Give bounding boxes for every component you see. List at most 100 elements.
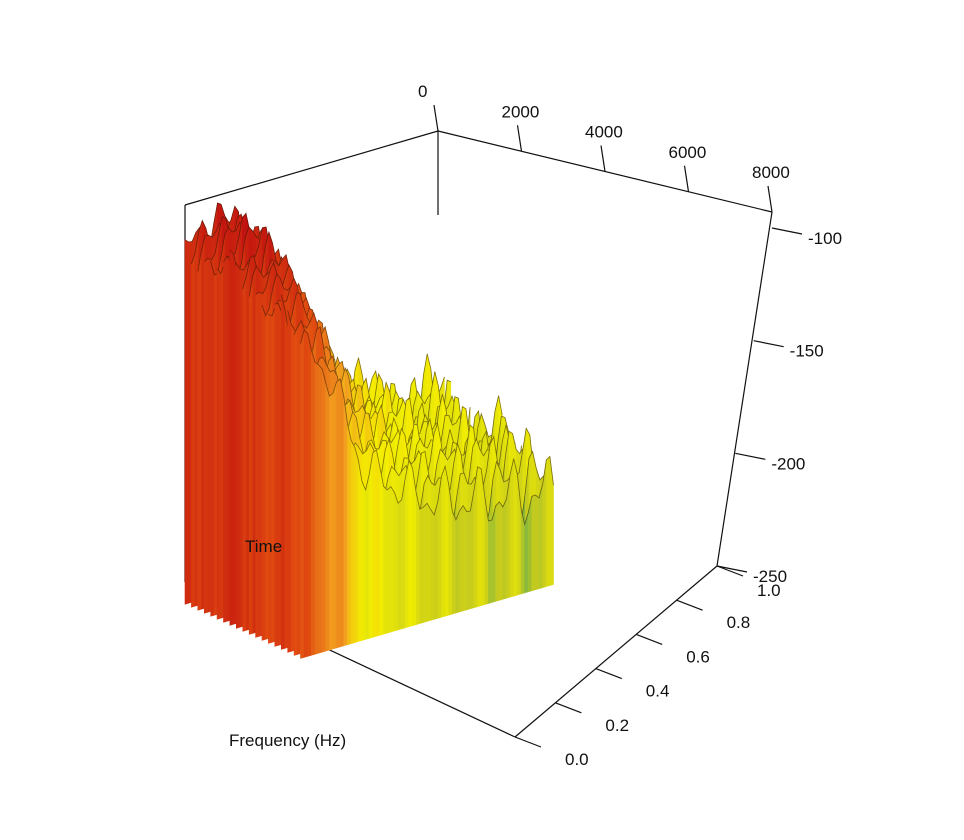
surface-cell bbox=[545, 455, 551, 587]
y-tick bbox=[676, 599, 703, 611]
surface-cell bbox=[343, 397, 348, 647]
surface-cell bbox=[321, 369, 327, 653]
surface-cell bbox=[397, 498, 403, 631]
surface-cell bbox=[310, 349, 316, 656]
surface-cell bbox=[287, 310, 292, 653]
surface-cell bbox=[314, 361, 319, 655]
surface-cell bbox=[229, 249, 234, 626]
surface-cell bbox=[191, 253, 196, 608]
surface-cell bbox=[419, 506, 424, 624]
surface-cell bbox=[354, 447, 359, 644]
z-tick bbox=[771, 227, 803, 235]
surface-cell bbox=[524, 512, 529, 594]
y-tick-label: 0.6 bbox=[686, 647, 710, 666]
surface-cell bbox=[408, 460, 413, 628]
surface-ridge-line bbox=[300, 329, 554, 527]
surface-cell bbox=[318, 363, 323, 654]
surface-cell bbox=[332, 381, 337, 650]
surface-cell bbox=[303, 329, 309, 658]
surface-cell bbox=[376, 449, 381, 637]
surface-cell bbox=[210, 261, 215, 617]
surface-cell bbox=[248, 275, 254, 635]
surface-cell bbox=[488, 519, 493, 604]
box-edge bbox=[514, 565, 718, 738]
axes: 0 2000 4000 6000 8000 -100 -150 -200 -250 0.0 0.2 0… bbox=[418, 82, 842, 769]
y-tick bbox=[716, 565, 744, 577]
surface-cell bbox=[268, 313, 273, 644]
surface-cell bbox=[325, 383, 330, 652]
surface-cell bbox=[307, 333, 312, 657]
surface-cell bbox=[347, 423, 352, 646]
surface-cell bbox=[361, 480, 366, 641]
y-tick bbox=[635, 633, 663, 645]
surface-cell bbox=[444, 466, 450, 617]
surface-cell bbox=[404, 460, 410, 629]
surface-cell bbox=[293, 326, 299, 656]
surface-cell bbox=[502, 498, 507, 600]
surface-cell bbox=[394, 492, 399, 632]
surface-cell bbox=[459, 504, 464, 613]
surface-cell bbox=[451, 511, 457, 615]
surface-cell bbox=[379, 467, 384, 636]
z-tick bbox=[716, 565, 748, 573]
y-axis-title: Time bbox=[245, 537, 282, 556]
surface-cell bbox=[401, 477, 406, 630]
surface-cell bbox=[204, 257, 209, 614]
surface-cell bbox=[462, 504, 468, 612]
surface-cell bbox=[336, 378, 341, 649]
box-edge bbox=[716, 211, 773, 567]
surface-cell bbox=[184, 239, 189, 605]
x-tick-label: 6000 bbox=[669, 143, 707, 162]
surface-cell bbox=[383, 485, 388, 635]
x-tick bbox=[767, 185, 773, 213]
surface-cell bbox=[531, 494, 536, 592]
y-tick-label: 0.4 bbox=[646, 682, 670, 701]
x-tick-label: 0 bbox=[418, 82, 427, 101]
y-tick-label: 0.2 bbox=[605, 716, 629, 735]
surface-cell bbox=[386, 486, 392, 634]
x-tick-label: 8000 bbox=[752, 163, 790, 182]
surface-cell bbox=[236, 262, 241, 629]
x-tick bbox=[600, 145, 606, 172]
z-tick-label: -100 bbox=[808, 229, 842, 248]
surface-cell bbox=[441, 466, 446, 618]
surface-cell bbox=[274, 303, 279, 647]
x-axis-title: Frequency (Hz) bbox=[229, 731, 346, 750]
surface-cell bbox=[197, 250, 202, 611]
surface-cell bbox=[255, 291, 260, 638]
surface-cell bbox=[350, 440, 356, 644]
z-tick bbox=[753, 340, 784, 348]
surface-cell bbox=[498, 500, 504, 601]
surface-ridge-line bbox=[293, 319, 548, 526]
x-tick bbox=[683, 165, 690, 192]
y-tick-label: 0.0 bbox=[565, 750, 589, 769]
surface-cell bbox=[538, 483, 544, 590]
surface-cell bbox=[549, 456, 554, 586]
surface-cell bbox=[430, 508, 435, 621]
surface bbox=[184, 202, 554, 659]
surface-cell bbox=[365, 474, 370, 640]
surface-cell bbox=[372, 449, 377, 638]
box-edge bbox=[184, 130, 439, 206]
y-tick bbox=[555, 702, 582, 714]
surface-cell bbox=[339, 378, 345, 648]
x-tick-label: 2000 bbox=[502, 102, 540, 121]
surface-cell bbox=[513, 458, 518, 597]
surface-cell bbox=[491, 505, 497, 603]
surface-cell bbox=[329, 392, 334, 651]
surface-cell bbox=[280, 294, 286, 650]
y-tick bbox=[514, 736, 542, 748]
surface-cell bbox=[261, 305, 266, 641]
z-tick-label: -250 bbox=[753, 567, 787, 586]
surface-cell bbox=[216, 267, 221, 620]
x-tick-label: 4000 bbox=[585, 123, 623, 142]
surface-cell bbox=[423, 502, 428, 623]
surface-cell bbox=[477, 466, 482, 607]
surface-cell bbox=[223, 255, 228, 623]
x-tick bbox=[433, 104, 439, 132]
z-tick-label: -200 bbox=[771, 454, 805, 473]
surface-cell bbox=[426, 502, 431, 622]
surface-cell bbox=[535, 494, 540, 591]
surface-cell bbox=[368, 453, 374, 639]
